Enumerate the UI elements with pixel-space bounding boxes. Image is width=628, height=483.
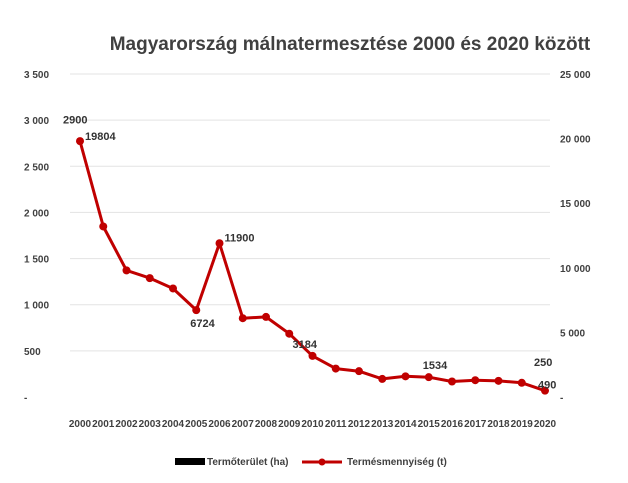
- data-point: [331, 364, 340, 373]
- x-tick-label: 2015: [418, 419, 441, 430]
- data-point: [238, 314, 247, 323]
- data-label: 1534: [423, 360, 448, 372]
- data-label: 250: [534, 357, 552, 369]
- legend-label-termesmennyiseg: Termésmennyiség (t): [347, 457, 447, 468]
- data-point: [355, 367, 363, 376]
- series-layer: [76, 137, 549, 395]
- x-tick-label: 2009: [278, 419, 301, 430]
- x-tick-label: 2006: [208, 419, 231, 430]
- left-tick-label: 2 000: [24, 208, 49, 219]
- x-tick-label: 2018: [487, 419, 510, 430]
- data-point: [517, 378, 526, 387]
- data-point: [122, 266, 131, 275]
- right-tick-label: 5 000: [560, 328, 585, 339]
- data-point: [401, 372, 410, 381]
- x-tick-label: 2020: [534, 419, 557, 430]
- data-point: [99, 222, 108, 231]
- x-tick-label: 2001: [92, 419, 115, 430]
- chart-title: Magyarország málnatermesztése 2000 és 20…: [110, 34, 591, 55]
- data-label: 490: [538, 380, 556, 392]
- x-tick-label: 2002: [115, 419, 138, 430]
- left-tick-label: 3 500: [24, 70, 49, 81]
- right-axis-ticks: - 5 000 10 000 15 000 20 000 25 000: [560, 70, 591, 404]
- data-point: [541, 386, 549, 395]
- x-tick-label: 2007: [232, 419, 255, 430]
- data-label: 3184: [293, 339, 318, 351]
- data-point: [285, 329, 294, 338]
- x-tick-label: 2016: [441, 419, 464, 430]
- left-tick-label: 500: [24, 347, 41, 358]
- left-tick-label: -: [24, 393, 27, 404]
- legend-label-termoterulet: Termőterület (ha): [207, 457, 289, 468]
- left-tick-label: 2 500: [24, 162, 49, 173]
- data-point: [471, 376, 480, 385]
- right-tick-label: 15 000: [560, 199, 591, 210]
- legend-swatch-termoterulet: [175, 458, 205, 465]
- data-label: 6724: [190, 318, 215, 330]
- x-tick-label: 2012: [348, 419, 371, 430]
- x-tick-label: 2000: [69, 419, 92, 430]
- data-point: [494, 376, 503, 385]
- data-point: [169, 284, 177, 293]
- x-tick-label: 2013: [371, 419, 394, 430]
- legend-marker-termesmennyiseg: [318, 458, 326, 466]
- data-point: [76, 137, 84, 146]
- data-point: [448, 377, 456, 386]
- data-point: [215, 239, 224, 248]
- data-point: [262, 312, 270, 321]
- x-tick-label: 2008: [255, 419, 278, 430]
- x-tick-label: 2011: [325, 419, 347, 430]
- data-point: [378, 374, 387, 383]
- x-tick-label: 2019: [511, 419, 534, 430]
- data-label: 19804: [85, 131, 116, 143]
- x-tick-label: 2004: [162, 419, 185, 430]
- x-tick-label: 2005: [185, 419, 208, 430]
- gridlines: [70, 73, 550, 352]
- data-point: [145, 274, 154, 283]
- data-label: 2900: [63, 114, 87, 126]
- left-axis-ticks: - 500 1 000 1 500 2 000 2 500 3 000 3 500: [24, 70, 49, 404]
- left-tick-label: 3 000: [24, 116, 49, 127]
- x-axis-ticks: 2000 2001 2002 2003 2004 2005 2006 2007 2008 2009…: [69, 419, 557, 430]
- right-tick-label: 20 000: [560, 135, 591, 146]
- left-tick-label: 1 000: [24, 301, 49, 312]
- x-tick-label: 2014: [394, 419, 417, 430]
- data-point: [308, 351, 317, 360]
- data-labels: 2900 19804 6724 11900 3184 1534 250 490: [63, 114, 556, 391]
- left-tick-label: 1 500: [24, 255, 49, 266]
- data-label: 11900: [225, 232, 255, 244]
- x-tick-label: 2017: [464, 419, 487, 430]
- right-tick-label: -: [560, 393, 563, 404]
- data-point: [192, 306, 201, 315]
- data-point: [424, 373, 433, 382]
- legend: Termőterület (ha) Termésmennyiség (t): [175, 457, 447, 468]
- x-tick-label: 2010: [301, 419, 324, 430]
- right-tick-label: 10 000: [560, 264, 591, 275]
- right-tick-label: 25 000: [560, 70, 591, 81]
- x-tick-label: 2003: [139, 419, 162, 430]
